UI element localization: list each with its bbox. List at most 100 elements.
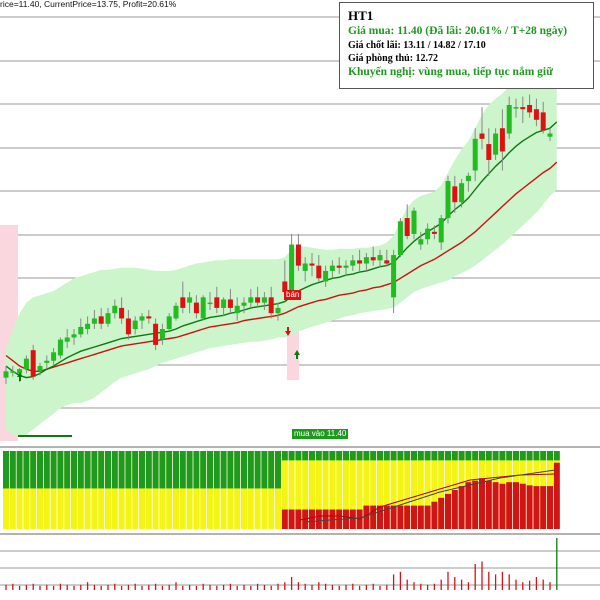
signal-yellow-bar: [57, 451, 64, 529]
signal-green-bar: [241, 451, 247, 489]
candle-body: [248, 297, 254, 303]
signal-red-bar: [288, 509, 295, 529]
candle-body: [295, 244, 301, 266]
signal-green-bar: [370, 451, 377, 461]
candle-body: [132, 320, 138, 330]
candle-body: [44, 360, 50, 363]
signal-green-bar: [356, 451, 363, 461]
signal-red-bar: [309, 509, 315, 529]
signal-green-bar: [363, 451, 370, 461]
signal-red-bar: [492, 482, 499, 529]
candle-body: [506, 104, 512, 134]
signal-green-bar: [125, 451, 132, 489]
signal-green-bar: [547, 451, 553, 461]
candle-body: [465, 175, 471, 182]
signal-green-bar: [329, 451, 336, 461]
candle-body: [282, 281, 288, 293]
candle-body: [540, 112, 546, 131]
signal-yellow-bar: [411, 451, 417, 529]
candle-body: [241, 302, 247, 306]
candle-body: [71, 334, 77, 338]
signal-yellow-bar: [275, 451, 281, 529]
signal-green-bar: [390, 451, 397, 461]
signal-yellow-bar: [139, 451, 145, 529]
signal-green-bar: [207, 451, 213, 489]
signal-yellow-bar: [234, 451, 241, 529]
signal-green-bar: [220, 451, 227, 489]
signal-green-bar: [3, 451, 9, 489]
signal-yellow-bar: [295, 451, 302, 529]
ma-fast-line: [5, 121, 558, 379]
candle-body: [302, 263, 308, 271]
signal-yellow-bar: [343, 451, 349, 529]
signal-yellow-bar: [193, 451, 200, 529]
signal-yellow-bar: [105, 451, 111, 529]
signal-yellow-bar: [213, 451, 220, 529]
signal-green-bar: [145, 451, 152, 489]
signal-green-bar: [261, 451, 268, 489]
signal-yellow-bar: [37, 451, 43, 529]
ma-slow-line: [5, 161, 558, 372]
candle-body: [357, 260, 363, 264]
signal-red-bar: [315, 509, 322, 529]
signal-yellow-bar: [377, 451, 383, 529]
signal-yellow-bar: [166, 451, 173, 529]
candle-body: [377, 255, 383, 261]
signal-yellow-bar: [397, 451, 404, 529]
signal-green-bar: [152, 451, 159, 489]
candle-body: [370, 257, 376, 261]
signal-red-bar: [390, 505, 397, 529]
signal-red-bar: [499, 483, 506, 529]
signal-yellow-bar: [254, 451, 261, 529]
candle-body: [17, 369, 23, 374]
candle-body: [431, 231, 437, 234]
candle-body: [391, 255, 397, 298]
up-arrow-icon: [17, 372, 23, 381]
signal-green-bar: [227, 451, 234, 489]
signal-red-bar: [370, 505, 377, 529]
signal-green-bar: [173, 451, 179, 489]
candle-body: [363, 257, 369, 264]
signal-green-bar: [533, 451, 540, 461]
signal-yellow-bar: [417, 451, 424, 529]
candle-body: [275, 307, 281, 314]
signal-yellow-bar: [315, 451, 322, 529]
signal-yellow-bar: [241, 451, 247, 529]
signal-green-bar: [438, 451, 445, 461]
signal-green-bar: [77, 451, 84, 489]
candle-body: [193, 302, 199, 314]
candle-body: [404, 218, 410, 237]
signal-green-bar: [411, 451, 417, 461]
recommendation-line: Khuyến nghị: vùng mua, tiếp tục nắm giữ: [348, 66, 553, 78]
signal-line: [304, 469, 556, 523]
signal-green-bar: [57, 451, 64, 489]
signal-red-bar: [329, 509, 336, 529]
signal-yellow-bar: [9, 451, 16, 529]
candle-body: [64, 337, 70, 342]
signal-green-bar: [193, 451, 200, 489]
signal-yellow-bar: [288, 451, 295, 529]
signal-yellow-bar: [118, 451, 125, 529]
candle-body: [23, 358, 29, 370]
signal-yellow-bar: [77, 451, 84, 529]
signal-red-bar: [411, 505, 417, 529]
candle-body: [112, 305, 118, 314]
candle-body: [139, 316, 145, 321]
signal-red-bar: [424, 505, 431, 529]
signal-yellow-bar: [3, 451, 9, 529]
up-arrow-icon: [294, 350, 300, 359]
signal-yellow-bar: [268, 451, 275, 529]
candle-body: [51, 352, 57, 361]
signal-green-bar: [479, 451, 485, 461]
signal-green-bar: [431, 451, 438, 461]
signal-green-bar: [302, 451, 309, 461]
signal-yellow-bar: [186, 451, 193, 529]
candle-body: [527, 104, 533, 113]
signal-green-bar: [513, 451, 519, 461]
signal-green-bar: [254, 451, 261, 489]
signal-green-bar: [343, 451, 349, 461]
candle-body: [221, 299, 227, 308]
signal-yellow-bar: [84, 451, 91, 529]
signal-green-bar: [519, 451, 526, 461]
